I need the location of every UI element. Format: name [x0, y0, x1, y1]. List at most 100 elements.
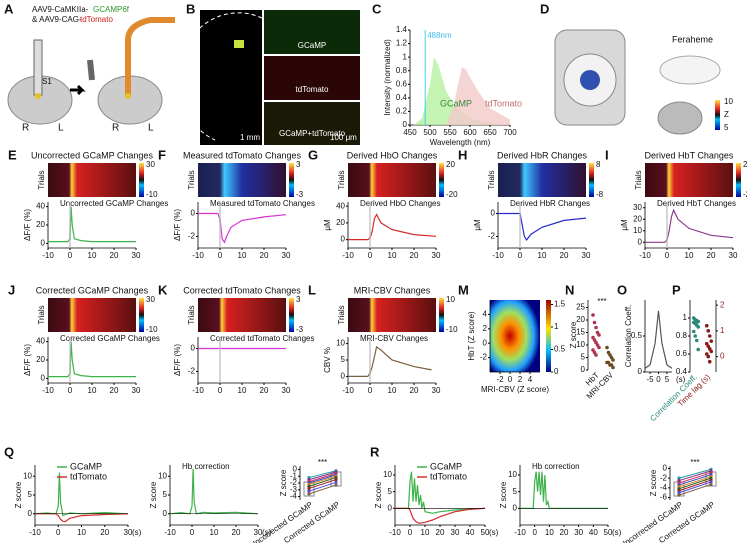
x-tick-label: 10 [538, 251, 547, 260]
y-tick-label: 0 [341, 372, 346, 381]
x-tick-label: 20 [410, 251, 419, 260]
x-tick-label: 0 [190, 528, 195, 537]
point [592, 320, 597, 325]
x-tick-label: 50 [481, 528, 490, 537]
y-tick-label: 20 [36, 220, 45, 229]
panel-title: Uncorrected GCaMP Changes [31, 150, 153, 160]
y-tick-label: 0 [191, 209, 196, 218]
y-tick-label: 0.4 [396, 93, 408, 102]
x-tick-label: 0 [408, 528, 413, 537]
y-tick-label: 20 [633, 214, 642, 223]
histology-images [177, 10, 360, 145]
colorbar-label: -10 [446, 325, 458, 334]
x-tick-label: 30 [432, 251, 441, 260]
y-tick-label: 10 [158, 471, 167, 480]
channel-label: tdTomato [296, 85, 329, 94]
heatmap [48, 298, 136, 332]
point [709, 339, 714, 343]
trace [498, 212, 587, 241]
x-tick-label: 30 [451, 528, 460, 537]
x-axis-label: Wavelength (nm) [430, 138, 491, 147]
plot-title: Uncorrected GCaMP Changes [60, 199, 168, 208]
x-tick-label: 10 [77, 528, 86, 537]
cbar-label: 10 [724, 97, 733, 106]
point [594, 325, 598, 330]
point [611, 365, 615, 370]
panel-letter: A [4, 1, 14, 16]
y-tick-label: 1 [683, 313, 688, 322]
axis [197, 337, 286, 384]
heatmap [198, 163, 286, 197]
plot-title: Hb correction [532, 462, 580, 471]
point [706, 354, 711, 359]
x-tick-label: -2 [496, 375, 504, 384]
colorbar-label: 10 [446, 295, 455, 304]
y-axis-label: ΔF/F (%) [173, 209, 182, 241]
point [706, 329, 711, 333]
trace [48, 341, 136, 378]
heatmap-label: Trials [337, 305, 346, 324]
heatmap [645, 163, 733, 197]
y-axis-label: Z score [149, 481, 158, 508]
pair-line [678, 468, 712, 479]
significance: *** [690, 458, 699, 467]
plot-title: Derived HbO Changes [360, 199, 440, 208]
significance: *** [318, 458, 327, 467]
y-axis-label: μM [323, 219, 332, 231]
trace [644, 310, 673, 369]
significance: *** [597, 297, 606, 306]
x-tick-label: 0 [56, 528, 61, 537]
colorbar-label: 30 [146, 295, 155, 304]
y-tick-label: -1 [290, 471, 298, 480]
pair-line [308, 473, 337, 483]
x-tick-label: 10 [238, 386, 247, 395]
colorbar-label: 30 [146, 160, 155, 169]
x-tick-label: 40 [589, 528, 598, 537]
x-tick-label: -10 [639, 251, 651, 260]
y-axis-label: Z score [649, 469, 658, 496]
x-tick-label: 20 [260, 386, 269, 395]
pair-line [678, 472, 712, 484]
y-tick-label: -4 [290, 492, 298, 501]
x-unit: (s) [676, 375, 686, 384]
colorbar-label: -3 [296, 325, 304, 334]
panel-title: Corrected GCaMP Changes [36, 285, 149, 295]
axis [197, 202, 286, 249]
heatmap-label: Trials [634, 170, 643, 189]
panel-letter: B [186, 1, 195, 16]
point [677, 493, 681, 497]
virus-label: & AAV9-CAG- [32, 15, 82, 24]
pair-line [308, 471, 337, 481]
axis [169, 465, 258, 526]
y-tick-label: 5 [513, 487, 518, 496]
pair-line [678, 477, 712, 490]
colorbar-label: 20 [446, 160, 455, 169]
trace [169, 468, 259, 515]
axis [497, 202, 586, 249]
axis [644, 202, 733, 249]
x-tick-label: 700 [503, 128, 517, 137]
plot-title: Measured tdTomato Changes [210, 199, 315, 208]
y-tick-label: 20 [336, 218, 345, 227]
gene-label: tdTomato [80, 15, 113, 24]
y-tick-label: 0 [483, 338, 488, 347]
x-tick-label: 500 [423, 128, 437, 137]
heatmap [498, 163, 586, 197]
y-tick-label: 1 [403, 52, 408, 61]
y-tick-label: 0 [403, 120, 408, 129]
point [307, 486, 311, 491]
x-tick-label: 10 [88, 251, 97, 260]
series-label: tdTomato [485, 98, 522, 108]
axis [519, 465, 608, 526]
y-tick-label: 25 [576, 303, 585, 312]
colorbar-label: -8 [596, 190, 604, 199]
point [707, 359, 712, 364]
colorbar-label: 0 [554, 367, 559, 376]
x-tick-label: 4 [528, 375, 533, 384]
panel-letter: F [158, 147, 166, 162]
panel-title: Corrected tdTomato Changes [183, 285, 301, 295]
plot-title: Hb correction [182, 462, 230, 471]
x-tick-label: 30 [574, 528, 583, 537]
point [597, 345, 601, 350]
y-tick-label: 0 [663, 464, 668, 473]
